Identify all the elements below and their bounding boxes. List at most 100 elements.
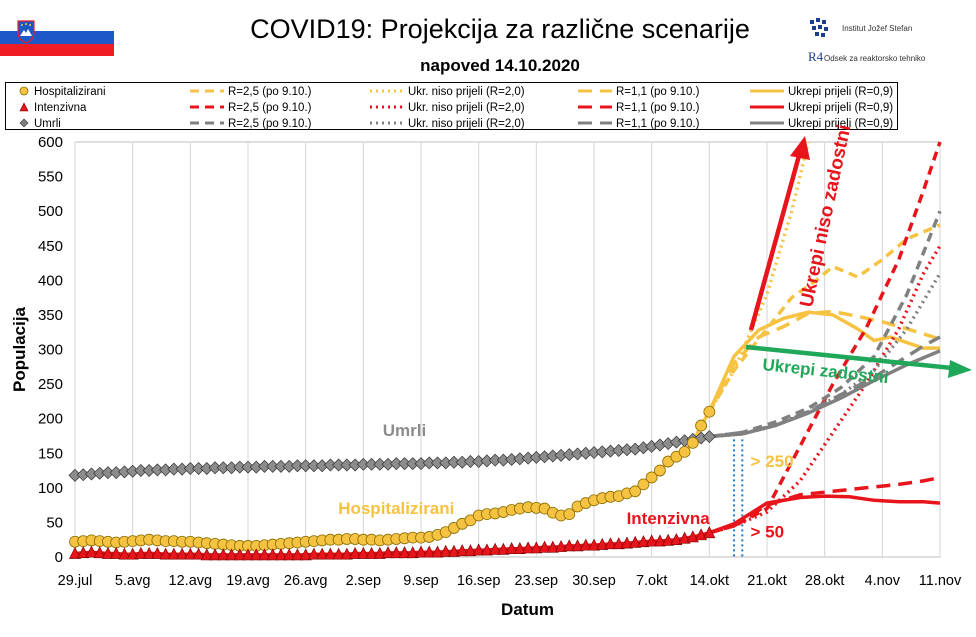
icu-point [192, 547, 205, 560]
x-tick-label: 29.jul [58, 573, 93, 589]
threshold-hospital-label: > 250 [751, 452, 794, 471]
icu-point [233, 548, 246, 561]
icu-point [653, 534, 666, 547]
icu-point [167, 547, 180, 560]
flag-red-stripe [0, 44, 114, 56]
x-tick-label: 26.avg [284, 573, 328, 589]
plot-area [74, 141, 941, 558]
arrow-measures-ok-head [948, 360, 972, 378]
icu-point [472, 543, 485, 556]
legend-entry-label: R=1,1 (po 9.10.) [616, 118, 700, 129]
legend-entry-label: Ukr. niso prijeli (R=2,0) [408, 118, 525, 129]
icu-point [678, 531, 691, 544]
icu-point [489, 542, 502, 555]
icu-point [77, 546, 90, 559]
projection-line-hospital-r25 [707, 223, 941, 413]
icu-point [415, 545, 427, 558]
deaths-label: Umrli [383, 421, 426, 440]
icu-point [258, 548, 271, 561]
icu-point [629, 535, 642, 548]
icu-point [209, 548, 222, 561]
projection-line-deaths-r09 [709, 349, 941, 439]
ijs-logo-icon [810, 18, 828, 37]
icu-point [563, 539, 576, 552]
y-tick-label: 400 [38, 272, 63, 289]
legend-entry-label: Ukrepi prijeli (R=0,9) [788, 86, 893, 98]
icu-point [101, 546, 114, 559]
flag-coat-of-arms [17, 20, 35, 44]
x-tick-label: 11.nov [919, 573, 962, 589]
x-tick-label: 23.sep [515, 573, 559, 589]
icu-point [505, 542, 518, 554]
icu-point [143, 546, 156, 559]
icu-point [456, 544, 469, 557]
x-tick-label: 9.sep [403, 573, 438, 589]
y-axis-title: Populacija [10, 306, 29, 392]
legend-entry-label: Ukr. niso prijeli (R=2,0) [408, 102, 525, 114]
r4-logo-icon: R4 [808, 49, 824, 64]
icu-point [604, 537, 617, 550]
chart-title: COVID19: Projekcija za različne scenarij… [250, 14, 750, 44]
x-tick-label: 7.okt [636, 573, 667, 589]
hospital-point [645, 471, 658, 484]
y-tick-label: 50 [46, 514, 63, 531]
y-tick-label: 550 [38, 169, 63, 186]
icu-point [93, 546, 106, 559]
x-tick-label: 28.okt [805, 573, 845, 589]
icu-point [406, 546, 419, 559]
y-tick-label: 600 [38, 134, 63, 151]
icu-point [546, 540, 559, 553]
x-tick-label: 5.avg [115, 573, 150, 589]
hospital-point [654, 464, 666, 477]
y-tick-label: 300 [38, 342, 63, 359]
icu-point [645, 534, 658, 547]
icu-point [126, 547, 139, 560]
icu-point [365, 546, 378, 559]
hospital-point [637, 478, 650, 491]
projection-line-icu-r20 [708, 244, 942, 535]
icu-label: Intenzivna [627, 509, 711, 528]
legend-entry-label: Ukrepi prijeli (R=0,9) [788, 118, 893, 129]
icu-point [316, 547, 329, 560]
x-tick-label: 2.sep [346, 573, 381, 589]
icu-point [538, 540, 551, 553]
icu-point [324, 547, 337, 560]
x-tick-label: 14.okt [690, 573, 730, 589]
x-tick-label: 12.avg [169, 573, 213, 589]
icu-point [522, 541, 535, 554]
icu-point [266, 548, 279, 561]
legend-marker-diamond [19, 118, 29, 128]
icu-point [176, 547, 189, 560]
icu-point [307, 547, 320, 560]
deaths-point [702, 430, 716, 444]
icu-point [439, 544, 452, 557]
icu-point [620, 536, 633, 549]
legend-entry-label: Ukrepi prijeli (R=0,9) [788, 102, 893, 114]
hospital-point [563, 508, 576, 521]
icu-point [497, 542, 510, 555]
icu-point [283, 548, 296, 561]
icu-point [291, 548, 304, 561]
icu-point [118, 547, 131, 560]
legend-marker-circle [19, 86, 29, 96]
icu-point [184, 547, 197, 560]
icu-point [596, 537, 609, 550]
legend-entry-label: R=2,5 (po 9.10.) [228, 86, 312, 98]
icu-point [530, 541, 543, 554]
icu-point [69, 546, 81, 559]
icu-point [274, 548, 287, 561]
legend-entry-label: R=1,1 (po 9.10.) [616, 102, 700, 114]
legend-marker-triangle [19, 102, 29, 112]
y-tick-label: 100 [38, 480, 63, 497]
icu-point [513, 542, 526, 554]
x-tick-label: 21.okt [747, 573, 787, 589]
icu-point [242, 548, 254, 561]
icu-point [217, 548, 230, 561]
icu-point [332, 547, 345, 560]
icu-point [340, 547, 353, 560]
hospital-point [678, 445, 691, 458]
icu-point [423, 545, 436, 558]
arrow-measures-ok [745, 344, 953, 371]
x-tick-label: 16.sep [457, 573, 501, 589]
